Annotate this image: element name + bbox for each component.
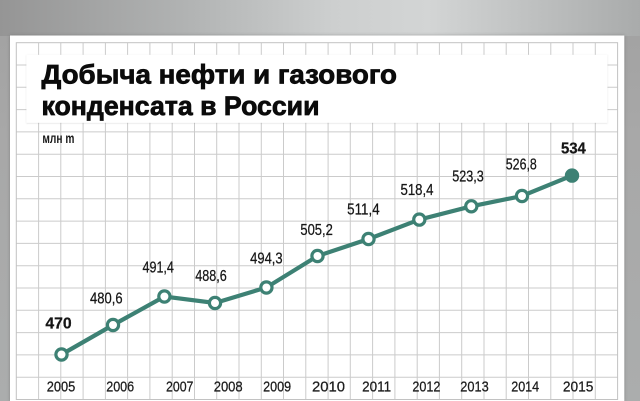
svg-text:523,3: 523,3	[452, 168, 484, 185]
svg-text:470: 470	[45, 315, 71, 332]
svg-text:2011: 2011	[362, 379, 391, 395]
svg-text:2006: 2006	[106, 379, 134, 395]
svg-text:млн m: млн m	[42, 130, 74, 146]
svg-text:494,3: 494,3	[250, 251, 283, 268]
svg-text:526,8: 526,8	[506, 156, 537, 173]
svg-text:конденсата в России: конденсата в России	[42, 91, 320, 121]
svg-text:2008: 2008	[214, 379, 243, 395]
svg-text:2010: 2010	[312, 379, 345, 395]
svg-text:2014: 2014	[511, 379, 539, 395]
svg-text:511,4: 511,4	[347, 201, 380, 218]
svg-text:518,4: 518,4	[401, 182, 434, 199]
svg-text:488,6: 488,6	[195, 268, 227, 285]
svg-text:2013: 2013	[460, 379, 489, 395]
svg-text:480,6: 480,6	[90, 290, 123, 307]
svg-text:2012: 2012	[412, 379, 440, 395]
svg-text:2007: 2007	[166, 379, 194, 395]
svg-text:491,4: 491,4	[142, 259, 174, 276]
svg-text:2005: 2005	[47, 379, 76, 395]
svg-text:534: 534	[561, 140, 586, 157]
svg-text:2015: 2015	[563, 379, 594, 395]
svg-text:2009: 2009	[263, 379, 291, 395]
svg-text:505,2: 505,2	[300, 222, 333, 239]
svg-text:Добыча нефти и газового: Добыча нефти и газового	[42, 59, 397, 89]
